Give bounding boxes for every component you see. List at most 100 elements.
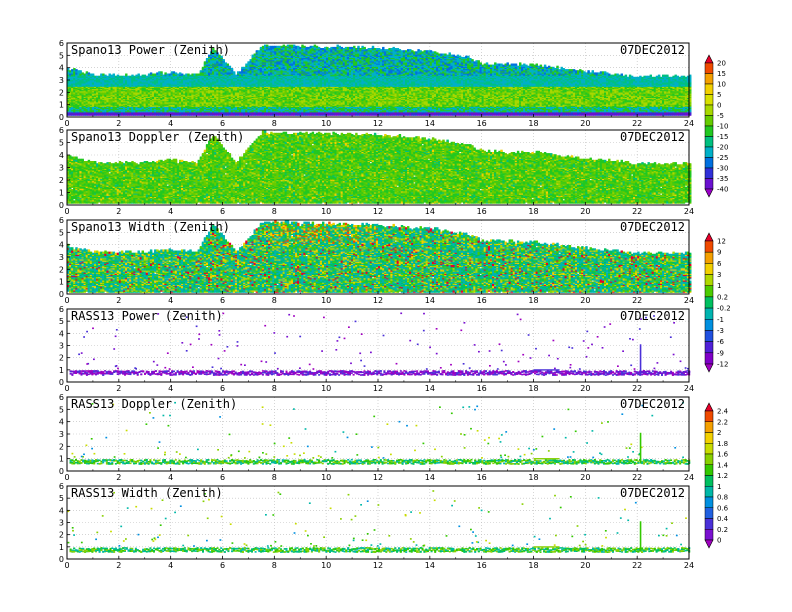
data-cell — [149, 101, 153, 104]
data-cell — [69, 90, 72, 93]
data-cell — [120, 75, 124, 78]
data-cell — [110, 74, 113, 77]
data-cell — [143, 101, 147, 104]
data-cell — [89, 73, 93, 76]
data-cell — [89, 90, 93, 93]
data-cell — [127, 79, 130, 82]
data-cell — [73, 79, 76, 82]
data-cell — [129, 75, 132, 78]
data-cell — [110, 112, 113, 115]
data-cell — [79, 101, 82, 104]
data-cell — [154, 90, 157, 93]
data-cell — [230, 68, 234, 71]
data-cell — [147, 73, 151, 76]
data-cell — [164, 90, 167, 93]
data-cell — [158, 101, 161, 104]
data-cell — [156, 101, 159, 104]
data-cell — [104, 90, 107, 93]
data-cell — [108, 79, 111, 82]
data-cell — [100, 90, 103, 93]
data-cell — [83, 112, 86, 115]
data-cell — [118, 75, 122, 78]
data-cell — [112, 90, 115, 93]
data-cell — [114, 101, 118, 104]
data-cell — [181, 73, 184, 76]
data-cell — [160, 79, 163, 82]
data-cell — [98, 101, 101, 104]
data-cell — [89, 79, 93, 82]
data-cell — [98, 79, 101, 82]
data-cell — [118, 101, 122, 104]
data-cell — [102, 79, 105, 82]
data-cell — [75, 90, 78, 93]
data-cell — [135, 74, 138, 77]
data-cell — [98, 90, 101, 93]
data-cell — [67, 68, 70, 71]
data-cell — [259, 46, 263, 50]
data-cell — [75, 79, 78, 82]
data-cell — [290, 44, 294, 47]
data-cell — [131, 101, 134, 104]
data-cell — [79, 79, 82, 82]
data-cell — [237, 71, 240, 74]
data-cell — [164, 72, 167, 75]
data-cell — [77, 112, 80, 115]
data-cell — [133, 112, 136, 115]
data-cell — [176, 73, 180, 76]
data-cell — [112, 73, 115, 76]
data-cell — [156, 79, 159, 82]
data-cell — [83, 101, 86, 104]
data-cell — [123, 112, 126, 115]
data-cell — [133, 75, 136, 78]
data-cell — [100, 101, 103, 104]
data-cell — [162, 74, 165, 77]
data-cell — [112, 79, 115, 82]
data-cell — [205, 58, 209, 61]
data-cell — [81, 90, 84, 93]
data-cell — [116, 90, 120, 93]
data-cell — [125, 90, 128, 93]
data-cell — [87, 101, 91, 104]
data-cell — [251, 54, 254, 57]
data-cell — [79, 90, 82, 93]
data-cell — [129, 90, 132, 93]
data-cell — [154, 101, 157, 104]
data-cell — [222, 59, 225, 62]
data-cell — [160, 112, 163, 115]
data-cell — [67, 90, 70, 93]
data-cell — [71, 90, 74, 93]
data-cell — [125, 73, 128, 76]
data-cell — [106, 90, 109, 93]
data-cell — [75, 101, 78, 104]
data-cell — [137, 73, 140, 76]
data-cell — [110, 79, 113, 82]
data-cell — [71, 69, 74, 72]
data-cell — [133, 90, 136, 93]
data-cell — [114, 75, 118, 78]
data-cell — [108, 101, 111, 104]
data-cell — [276, 45, 279, 49]
data-cell — [266, 44, 269, 47]
data-cell — [110, 90, 113, 93]
data-cell — [234, 74, 238, 77]
data-cell — [116, 74, 120, 77]
data-cell — [141, 112, 144, 115]
data-cell — [129, 101, 132, 104]
data-cell — [83, 90, 86, 93]
data-cell — [71, 101, 74, 104]
data-cell — [274, 45, 277, 49]
data-cell — [268, 45, 271, 49]
data-cell — [75, 112, 78, 115]
data-cell — [174, 72, 178, 75]
data-cell — [160, 90, 163, 93]
data-cell — [239, 71, 242, 74]
data-cell — [85, 90, 89, 93]
data-cell — [129, 112, 132, 115]
data-cell — [81, 72, 84, 75]
data-cell — [293, 44, 296, 47]
data-cell — [141, 101, 144, 104]
data-cell — [168, 73, 171, 76]
data-cell — [253, 53, 256, 56]
data-cell — [152, 90, 155, 93]
data-cell — [94, 79, 97, 82]
